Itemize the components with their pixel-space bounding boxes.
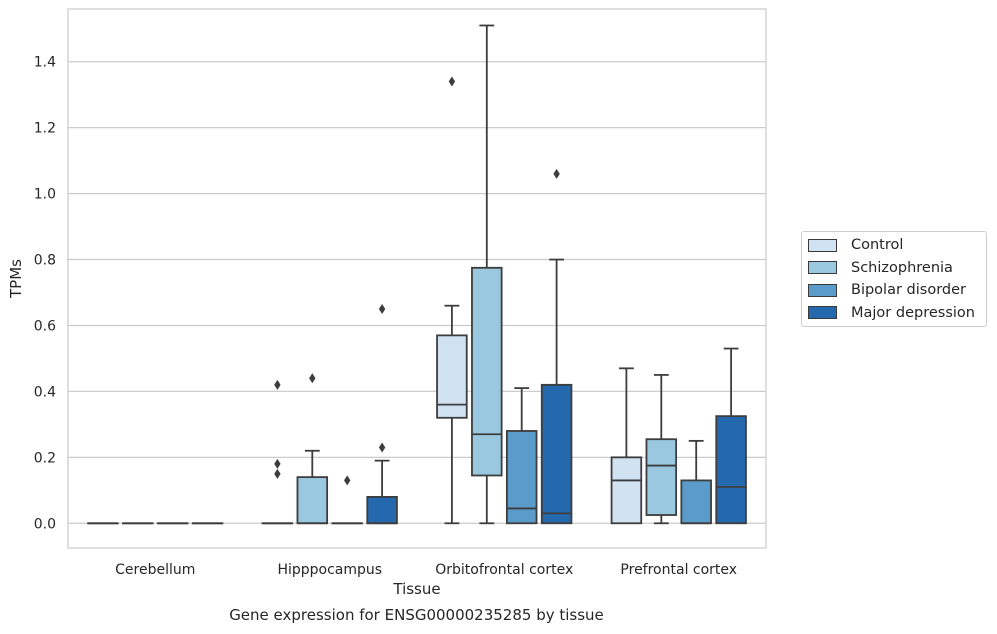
y-tick-label: 0.4 xyxy=(34,384,56,400)
y-tick-label: 1.4 xyxy=(34,55,56,71)
box-iqr xyxy=(645,438,678,516)
chart-caption: Gene expression for ENSG00000235285 by t… xyxy=(229,606,604,624)
outlier-point xyxy=(309,373,316,384)
legend-swatch xyxy=(808,261,837,274)
x-axis-label: Tissue xyxy=(392,580,440,598)
outlier-point xyxy=(378,442,386,453)
box-iqr xyxy=(296,476,329,525)
y-tick-label: 0.6 xyxy=(34,318,56,334)
outlier-point xyxy=(553,168,560,179)
outlier-point xyxy=(448,76,456,87)
x-tick-label: Orbitofrontal cortex xyxy=(435,562,573,578)
y-axis-ticks: 0.0 0.2 0.4 0.6 0.8 1.0 1.2 1.4 xyxy=(34,55,56,533)
grid-lines xyxy=(68,61,766,524)
box-schizophrenia xyxy=(296,373,329,525)
outlier-point xyxy=(378,303,386,314)
outlier-point xyxy=(274,468,281,479)
legend-swatch xyxy=(808,306,837,319)
outlier-point xyxy=(344,475,351,486)
legend-label: Bipolar disorder xyxy=(851,282,966,298)
box-iqr xyxy=(540,383,573,525)
legend-item: Bipolar disorder xyxy=(808,281,966,299)
box-plot-series xyxy=(87,24,747,525)
box-bipolar-disorder xyxy=(505,387,538,525)
box-iqr xyxy=(505,430,538,525)
box-iqr xyxy=(680,479,712,525)
x-tick-label: Prefrontal cortex xyxy=(620,562,737,578)
y-tick-label: 0.0 xyxy=(34,516,56,532)
x-axis-ticks: Cerebellum Hipppocampus Orbitofrontal cort… xyxy=(115,562,737,578)
box-major-depression xyxy=(540,168,573,525)
box-control xyxy=(261,379,294,525)
legend-label: Control xyxy=(851,237,904,253)
legend-item: Control xyxy=(808,236,903,254)
box-schizophrenia xyxy=(645,374,678,525)
box-major-depression xyxy=(366,303,398,525)
x-tick-label: Hipppocampus xyxy=(277,562,382,578)
x-tick-label: Cerebellum xyxy=(115,562,195,578)
box-major-depression xyxy=(715,347,747,525)
box-bipolar-disorder xyxy=(331,475,363,525)
legend-label: Major depression xyxy=(851,304,975,321)
legend-item: Schizophrenia xyxy=(808,259,953,277)
outlier-point xyxy=(274,379,281,390)
y-tick-label: 0.8 xyxy=(34,253,56,269)
box-iqr xyxy=(610,456,643,525)
legend-item: Major depression xyxy=(808,304,975,322)
box-iqr xyxy=(715,415,747,525)
box-control xyxy=(610,367,643,525)
y-tick-label: 0.2 xyxy=(34,450,56,466)
plot-area-frame xyxy=(67,8,767,549)
box-iqr xyxy=(366,496,398,525)
box-control xyxy=(436,76,468,525)
legend-swatch xyxy=(808,238,837,252)
box-iqr xyxy=(471,266,503,477)
legend-swatch xyxy=(808,283,837,297)
box-bipolar-disorder xyxy=(680,439,712,525)
legend-label: Schizophrenia xyxy=(851,259,953,276)
y-axis-label: TPMs xyxy=(7,259,25,299)
box-schizophrenia xyxy=(471,24,503,525)
y-tick-label: 1.0 xyxy=(34,187,56,203)
y-tick-label: 1.2 xyxy=(34,121,56,137)
outlier-point xyxy=(274,458,281,469)
chart-legend: Control Schizophrenia Bipolar disorder Majo… xyxy=(801,231,987,327)
